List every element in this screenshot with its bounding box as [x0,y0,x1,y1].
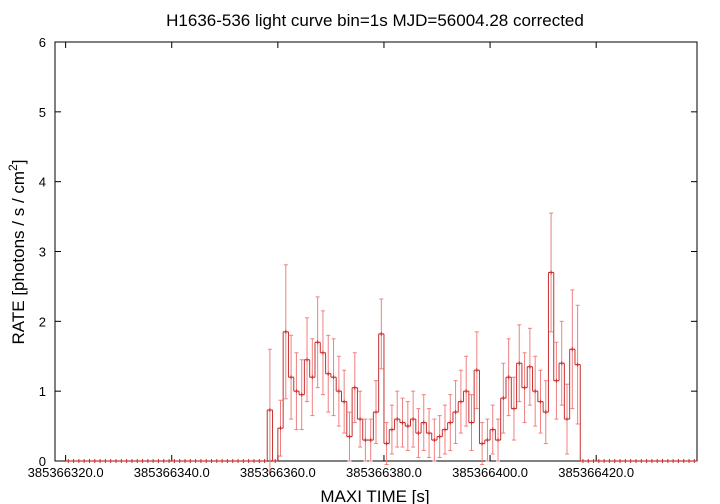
y-axis-label-main: RATE [photons / s / cm [9,171,28,345]
y-tick-label: 1 [39,384,46,399]
y-tick-label: 2 [39,314,46,329]
x-tick-label: 385366360.0 [240,465,316,480]
y-tick-label: 5 [39,105,46,120]
chart-title: H1636-536 light curve bin=1s MJD=56004.2… [166,11,584,30]
x-tick-label: 385366320.0 [28,465,104,480]
y-axis-label: RATE [photons / s / cm2] [6,160,28,345]
y-tick-label: 3 [39,245,46,260]
y-tick-label: 0 [39,454,46,469]
x-tick-label: 385366400.0 [452,465,528,480]
y-tick-label: 4 [39,175,46,190]
y-axis-label-end: ] [9,160,28,165]
y-tick-label: 6 [39,35,46,50]
x-tick-label: 385366380.0 [346,465,422,480]
x-tick-label: 385366340.0 [134,465,210,480]
x-axis-label: MAXI TIME [s] [320,487,429,504]
x-tick-label: 385366420.0 [558,465,634,480]
y-axis-label-superscript: 2 [6,164,20,171]
